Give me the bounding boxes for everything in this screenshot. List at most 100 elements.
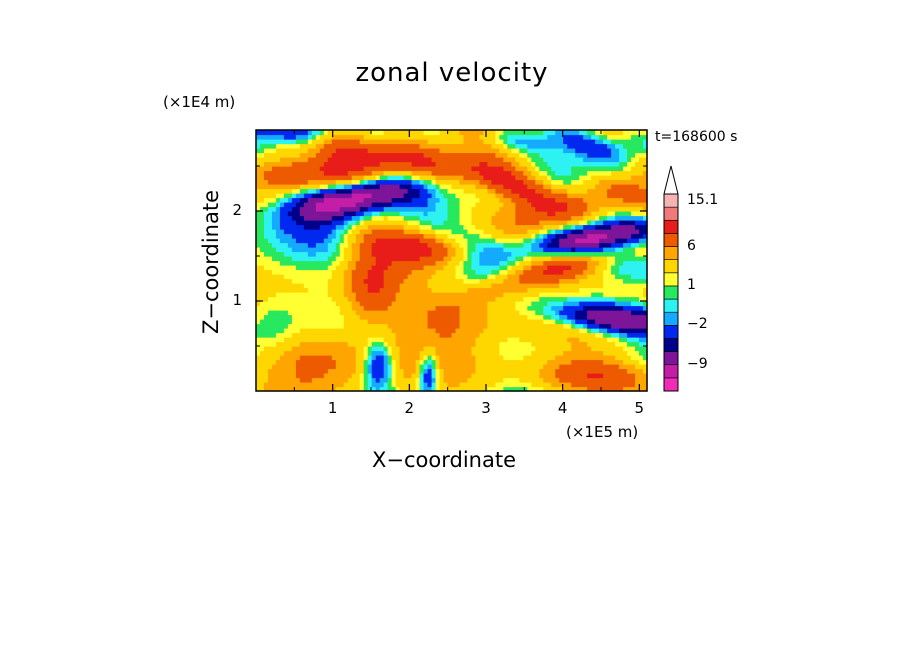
field-cell [387,283,393,289]
field-cell [295,238,301,244]
field-cell [259,314,265,320]
field-cell [303,238,309,244]
field-cell [623,260,628,266]
field-cell [403,332,409,338]
field-cell [623,247,628,253]
field-cell [491,179,496,185]
field-cell [291,179,297,185]
field-cell [259,364,265,370]
field-cell [515,224,520,230]
field-cell [343,278,349,284]
field-cell [387,202,393,208]
field-cell [639,287,644,293]
field-cell [555,256,560,262]
field-cell [395,337,401,343]
field-cell [491,296,496,302]
field-cell [467,256,473,262]
field-cell [259,323,265,329]
field-cell [643,382,648,388]
field-cell [491,193,496,199]
field-cell [527,193,532,199]
field-cell [459,287,465,293]
field-cell [307,238,313,244]
field-cell [583,251,588,257]
field-cell [271,319,277,325]
field-cell [447,175,453,181]
field-cell [639,220,644,226]
field-cell [307,179,313,185]
field-cell [256,287,261,293]
field-cell [623,328,628,334]
field-cell [499,382,504,388]
field-cell [579,332,584,338]
field-cell [639,319,644,325]
field-cell [307,229,313,235]
field-cell [487,305,492,311]
field-cell [395,319,401,325]
field-cell [587,319,592,325]
field-cell [331,287,337,293]
field-cell [339,283,345,289]
field-cell [507,350,512,356]
field-cell [403,382,409,388]
field-cell [471,328,477,334]
field-cell [587,215,592,221]
field-cell [563,301,568,307]
field-cell [339,346,345,352]
field-cell [495,211,500,217]
field-cell [343,373,349,379]
field-cell [443,283,449,289]
field-cell [487,296,492,302]
field-cell [279,193,285,199]
field-cell [411,355,417,361]
field-cell [603,274,608,280]
field-cell [267,175,273,181]
field-cell [403,179,409,185]
field-cell [315,296,321,302]
field-cell [351,323,357,329]
field-cell [559,301,564,307]
field-cell [499,233,504,239]
field-cell [551,247,556,253]
field-cell [399,242,405,248]
field-cell [371,269,377,275]
field-cell [331,256,337,262]
field-cell [267,193,273,199]
field-cell [291,175,297,181]
field-cell [415,301,421,307]
field-cell [367,287,373,293]
field-cell [355,251,361,257]
field-cell [267,161,273,167]
field-cell [495,193,500,199]
field-cell [619,341,624,347]
field-cell [391,161,397,167]
field-cell [331,305,337,311]
field-cell [419,296,425,302]
field-cell [543,161,548,167]
field-cell [523,202,528,208]
field-cell [567,242,572,248]
field-cell [363,337,369,343]
field-cell [539,251,544,257]
field-cell [383,305,389,311]
field-cell [423,265,429,271]
field-cell [419,368,425,374]
field-cell [487,287,492,293]
field-cell [295,184,301,190]
field-cell [347,364,353,370]
field-cell [527,305,532,311]
field-cell [355,292,361,298]
field-cell [499,179,504,185]
field-cell [299,332,305,338]
field-cell [467,166,473,172]
field-cell [319,341,325,347]
field-cell [427,373,433,379]
field-cell [491,301,496,307]
field-cell [307,265,313,271]
field-cell [256,166,261,172]
field-cell [515,197,520,203]
field-cell [403,377,409,383]
field-cell [295,287,301,293]
field-cell [603,328,608,334]
field-cell [547,197,552,203]
